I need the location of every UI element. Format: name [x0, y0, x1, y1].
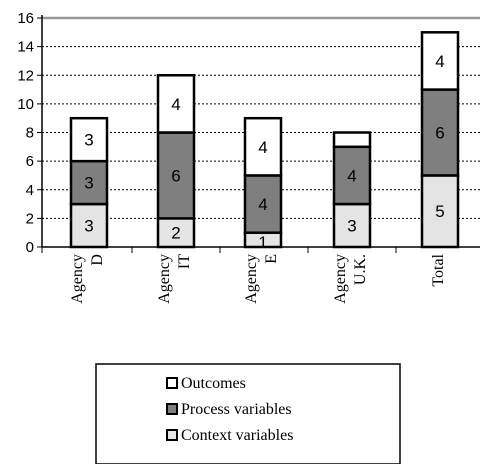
bar-segment: [156, 131, 196, 220]
y-tick-label: 4: [26, 182, 34, 199]
legend-box: [95, 363, 401, 464]
data-label: 3: [84, 217, 93, 236]
x-tick-label: Agency IT: [156, 254, 193, 304]
data-label: 6: [171, 166, 180, 185]
bars: 3 3 3 2 6 4 1 4 4 3 4 5 6 4: [69, 31, 460, 252]
data-label: 3: [84, 131, 93, 150]
bar-segment: [420, 31, 460, 91]
y-tick-label: 14: [17, 39, 34, 56]
x-tick-label-line: U.K.: [352, 254, 369, 285]
legend-swatch: [166, 403, 178, 415]
x-tick-labels: Agency D Agency IT Agency E Agency U.K. Total: [69, 253, 447, 303]
legend-label: Outcomes: [181, 375, 246, 392]
data-label: 6: [435, 124, 444, 143]
x-tick-label: Agency D: [69, 254, 106, 304]
gridlines: [42, 16, 480, 219]
y-tick-label: 2: [26, 210, 34, 227]
data-label: 2: [171, 224, 180, 243]
x-tick-label: Agency U.K.: [332, 254, 369, 304]
data-label: 3: [84, 174, 93, 193]
data-label: 5: [435, 202, 444, 221]
data-label: 4: [435, 52, 444, 71]
data-label: 4: [347, 166, 356, 185]
bar-segment: [332, 145, 372, 206]
x-tick-label-line: Agency: [69, 254, 86, 304]
data-label: 4: [258, 195, 267, 214]
bar-segment: [243, 174, 283, 234]
x-tick-label: Total: [430, 253, 447, 286]
x-tick-label-line: Agency: [156, 254, 173, 304]
legend: Outcomes Process variables Context variabl…: [95, 363, 401, 464]
axes: [37, 15, 480, 253]
data-label: 1: [258, 233, 267, 252]
data-label: 4: [171, 95, 180, 114]
y-tick-label: 6: [26, 153, 34, 170]
x-tick-label-line: IT: [176, 254, 193, 269]
bar-segment: [243, 116, 283, 177]
data-label: 3: [347, 217, 356, 236]
legend-label: Process variables: [181, 401, 292, 418]
y-tick-label: 12: [17, 67, 34, 84]
y-tick-label: 0: [26, 239, 34, 256]
x-tick-label-line: Agency: [243, 254, 260, 304]
y-tick-label: 8: [26, 125, 34, 142]
bar-segment: [332, 131, 372, 149]
y-tick-label: 10: [17, 96, 34, 113]
legend-swatch: [166, 377, 178, 389]
x-tick-label-line: D: [89, 254, 106, 266]
y-tick-label: 16: [17, 10, 34, 27]
x-tick-label-line: Total: [430, 253, 447, 286]
x-tick-label: Agency E: [243, 254, 280, 304]
legend-label: Context variables: [181, 427, 293, 444]
legend-swatch: [166, 429, 178, 441]
bar-segment: [69, 116, 109, 163]
x-tick-label-line: Agency: [332, 254, 349, 304]
y-tick-labels: 0 2 4 6 8 10 12 14 16: [17, 10, 34, 256]
data-label: 4: [258, 138, 267, 157]
x-tick-label-line: E: [263, 254, 280, 264]
bar-segment: [156, 74, 196, 134]
